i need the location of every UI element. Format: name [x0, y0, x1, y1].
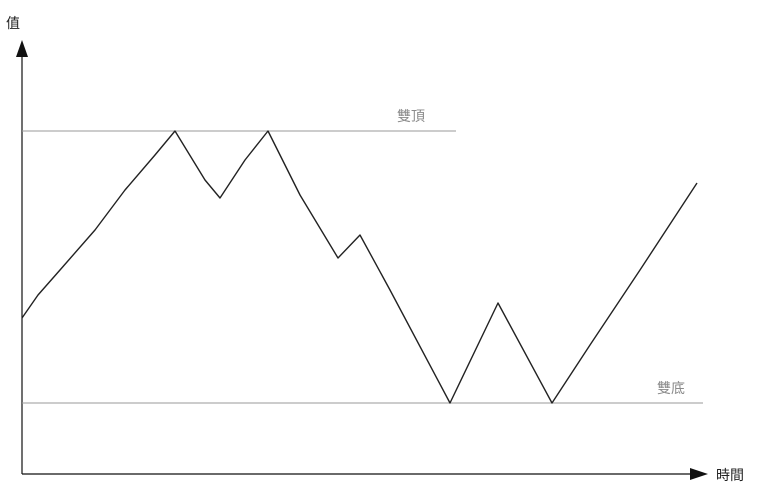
price-series-line [21, 130, 698, 404]
x-axis-arrow-icon [690, 468, 708, 480]
y-axis-label: 值 [6, 16, 20, 32]
double-top-label: 雙頂 [397, 109, 425, 125]
x-axis-label: 時間 [716, 468, 744, 482]
y-axis-arrow-icon [16, 40, 28, 57]
double-bottom-label: 雙底 [657, 381, 685, 397]
